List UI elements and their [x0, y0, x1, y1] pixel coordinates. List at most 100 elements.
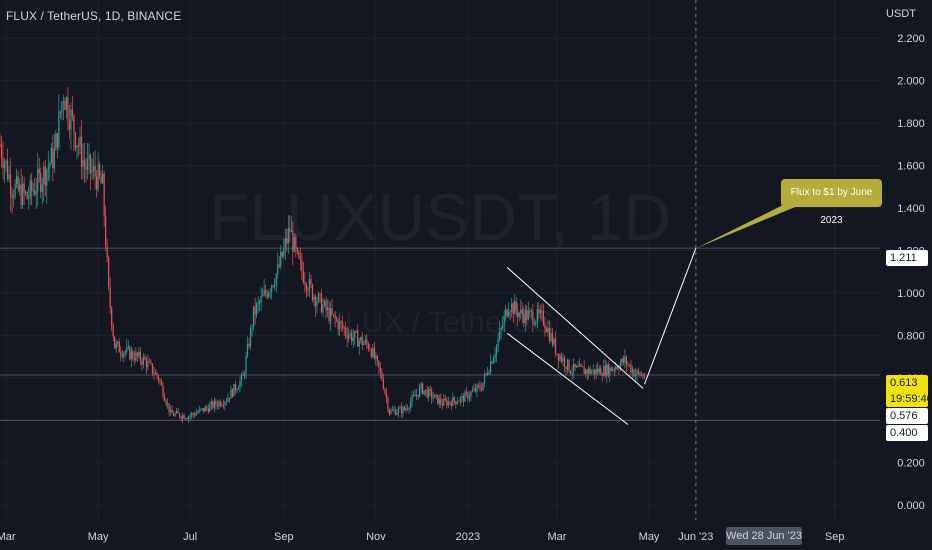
- candle-body: [169, 409, 172, 413]
- candle-body: [627, 364, 629, 366]
- candle-body: [194, 414, 196, 416]
- candle-body: [550, 333, 552, 341]
- candle-body: [198, 409, 200, 413]
- candle-body: [322, 304, 324, 313]
- candle-body: [168, 403, 170, 413]
- candle-body: [464, 392, 466, 402]
- candle-body: [179, 413, 181, 418]
- candle-body: [96, 176, 98, 190]
- candle-body: [497, 339, 499, 346]
- y-tick-label: 0.000: [897, 500, 925, 512]
- candle-body: [524, 309, 526, 323]
- candle-body: [491, 361, 493, 364]
- x-tick-label: Jun '23: [678, 531, 713, 543]
- candle-body: [367, 343, 369, 349]
- x-tick-label: Mar: [0, 531, 16, 543]
- candle-body: [293, 237, 295, 252]
- candle-body: [313, 296, 315, 301]
- candle-body: [526, 309, 528, 320]
- candle-body: [305, 284, 308, 291]
- candle-body: [500, 327, 502, 331]
- y-tick-label: 1.600: [897, 161, 925, 173]
- candle-body: [434, 394, 436, 398]
- candle-body: [74, 133, 77, 148]
- candle-body: [579, 364, 581, 367]
- candle-body: [219, 401, 221, 406]
- candle-body: [157, 376, 160, 380]
- candle-body: [160, 381, 163, 386]
- candle-body: [215, 401, 217, 405]
- candle-body: [403, 407, 406, 410]
- candle-body: [209, 405, 211, 412]
- candle-body: [257, 302, 259, 305]
- candle-body: [320, 293, 323, 313]
- candle-body: [572, 363, 575, 373]
- candle-body: [582, 366, 584, 368]
- candle-body: [182, 415, 184, 419]
- candle-body: [204, 406, 206, 412]
- candle-body: [256, 304, 258, 315]
- candle-body: [260, 296, 262, 303]
- candle-body: [405, 408, 407, 410]
- candle-body: [379, 367, 381, 372]
- candle-body: [115, 343, 117, 349]
- candle-body: [425, 389, 427, 391]
- watermark-sub: FLUX / TetherUS: [327, 306, 553, 339]
- candle-body: [588, 368, 590, 374]
- annotation-callout[interactable]: Flux to $1 by June 2023: [781, 179, 882, 226]
- candle-body: [600, 368, 602, 376]
- candle-body: [342, 323, 344, 328]
- candle-body: [240, 374, 243, 381]
- candle-body: [38, 168, 40, 174]
- candle-body: [443, 399, 445, 406]
- candle-body: [336, 318, 338, 321]
- candle-body: [112, 326, 114, 337]
- candle-body: [316, 301, 318, 307]
- candle-body: [591, 371, 593, 374]
- candle-body: [402, 407, 404, 414]
- candle-body: [503, 316, 505, 326]
- candle-body: [56, 133, 58, 148]
- candle-body: [132, 351, 134, 359]
- candle-body: [369, 348, 371, 350]
- candle-body: [560, 355, 563, 362]
- channel-lower-line[interactable]: [506, 332, 629, 425]
- candle-body: [422, 383, 424, 394]
- candle-body: [349, 333, 351, 336]
- candle-body: [533, 324, 535, 326]
- candle-body: [20, 184, 22, 205]
- candle-body: [228, 398, 231, 399]
- candle-body: [59, 111, 61, 113]
- candle-body: [559, 355, 561, 361]
- x-tick-label: 2023: [456, 531, 480, 543]
- candle-body: [129, 346, 131, 360]
- y-tick-label: 1.800: [897, 118, 925, 130]
- candle-body: [329, 308, 332, 322]
- x-tick-label: May: [88, 531, 109, 543]
- price-tag-support: 0.576: [886, 408, 928, 424]
- candle-body: [314, 296, 317, 307]
- candle-body: [310, 278, 312, 285]
- candle-body: [520, 309, 522, 314]
- y-tick-label: 1.400: [897, 203, 925, 215]
- candle-body: [86, 159, 89, 170]
- x-tick-label: Nov: [366, 531, 386, 543]
- channel-upper-line[interactable]: [506, 267, 644, 389]
- candle-body: [482, 382, 484, 391]
- candle-body: [76, 145, 78, 148]
- candle-body: [388, 409, 391, 414]
- candle-body: [334, 314, 336, 319]
- candle-body: [108, 257, 110, 287]
- symbol-title: FLUX / TetherUS, 1D, BINANCE: [6, 9, 182, 23]
- candle-body: [58, 111, 60, 148]
- y-tick-label: 0.800: [897, 330, 925, 342]
- candle-body: [384, 388, 386, 393]
- candle-body: [363, 342, 365, 345]
- candle-body: [263, 290, 265, 295]
- candle-body: [185, 418, 187, 420]
- projection-line[interactable]: [644, 248, 697, 385]
- candle-body: [286, 238, 288, 244]
- candle-body: [360, 337, 362, 341]
